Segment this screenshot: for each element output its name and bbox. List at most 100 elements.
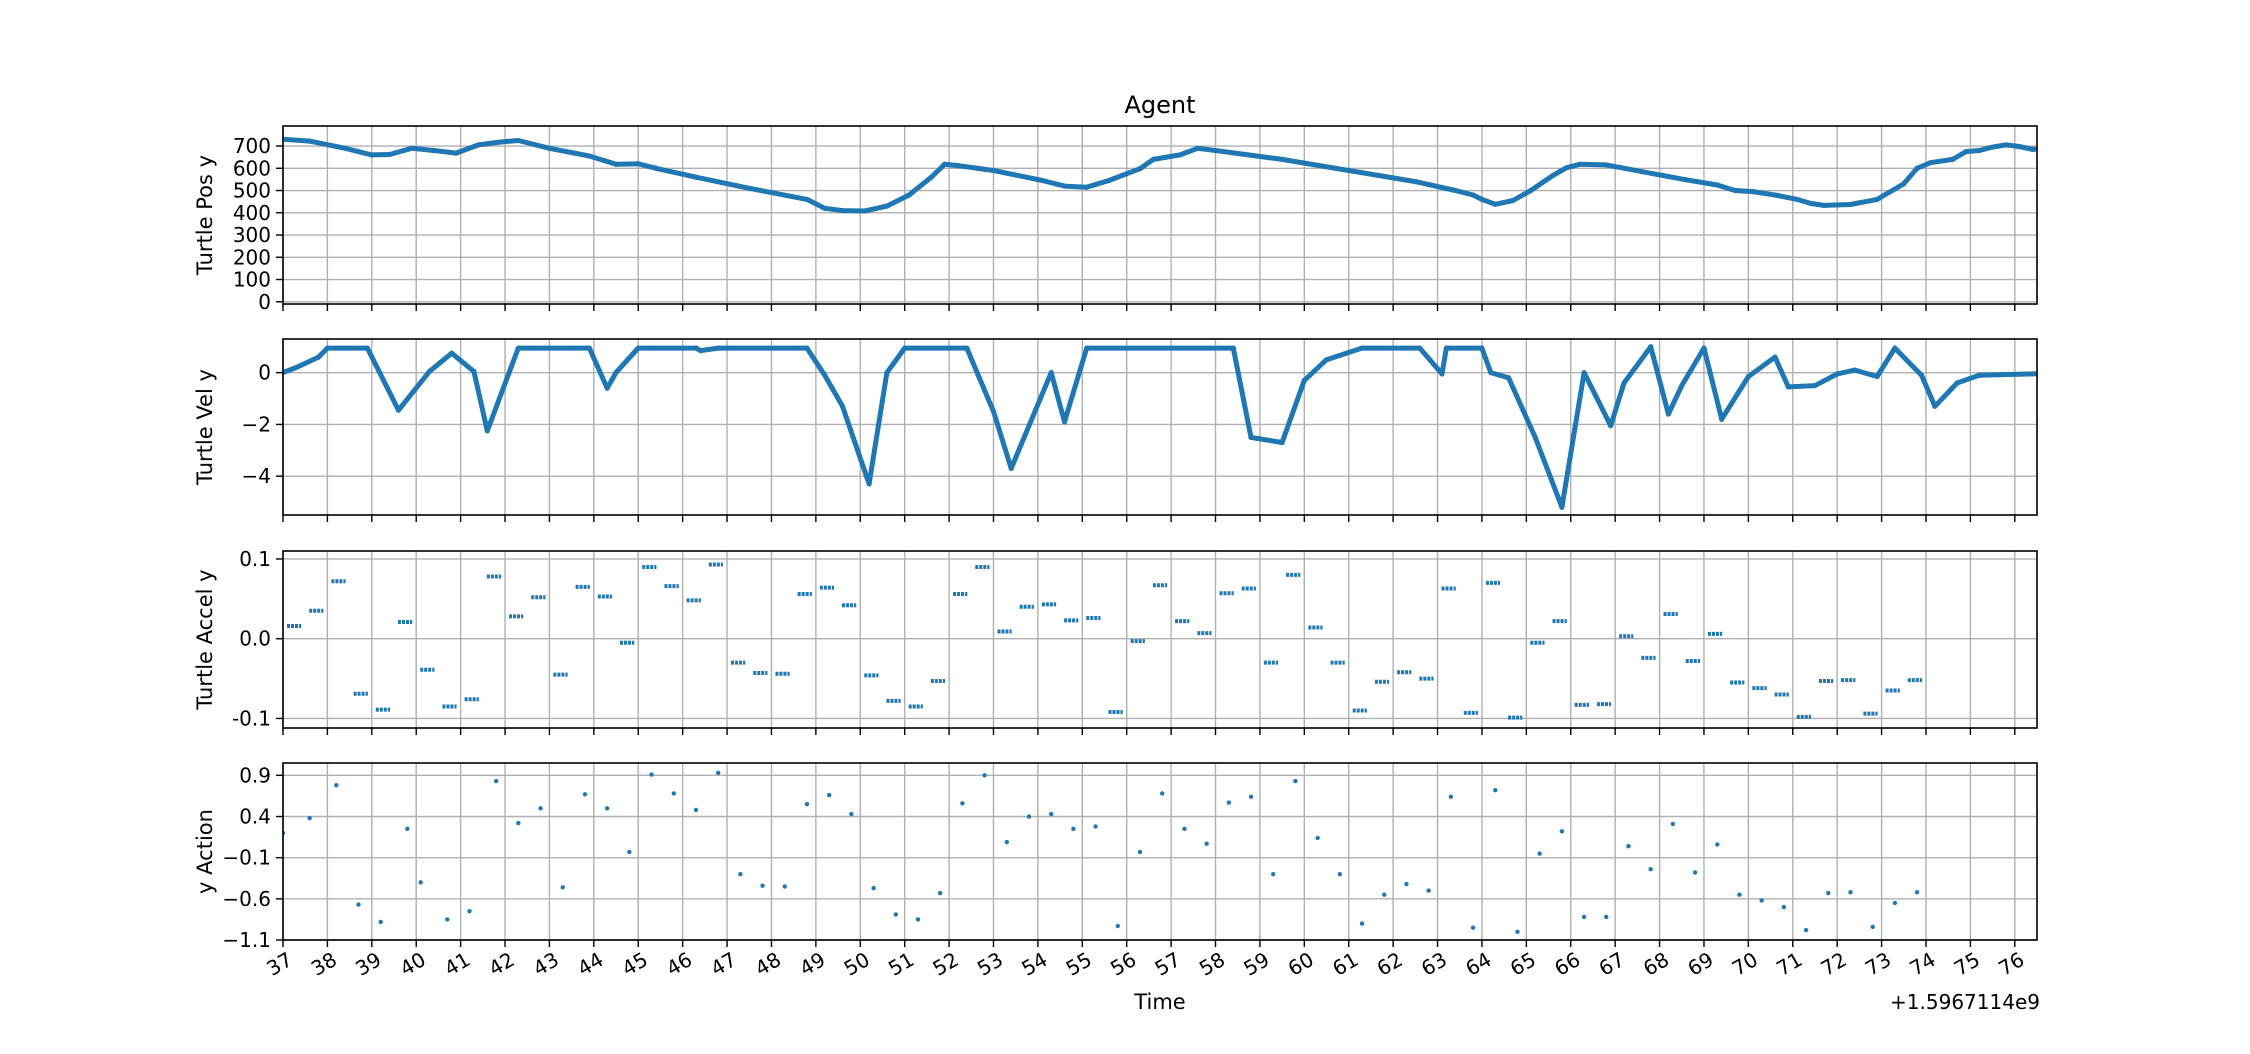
data-point [334,783,339,788]
y-tick-label: 400 [233,201,271,225]
data-point [990,408,997,415]
series-line [283,136,2037,214]
data-point [1515,929,1520,934]
data-point [649,772,654,777]
data-point [1049,811,1054,817]
data-point [1834,371,1840,377]
data-point [364,345,370,351]
data-point [1626,843,1631,849]
data-point [964,345,970,351]
y-tick-label: 0 [258,290,271,314]
data-point [1559,829,1565,834]
axes-frame [282,125,2038,305]
data-point [871,885,876,891]
data-point [1106,177,1112,184]
data-point [839,207,846,214]
x-tick-label: 40 [396,947,430,981]
data-point [1226,800,1232,805]
data-point [1279,439,1285,446]
data-point [1577,161,1583,167]
data-point [942,161,948,167]
data-point [1803,927,1809,933]
data-point [1608,423,1614,429]
data-point [884,203,890,209]
data-point [671,791,676,796]
data-point [1639,169,1645,175]
data-point [928,174,934,180]
data-point [1008,465,1014,472]
x-tick-label: 48 [751,947,785,981]
data-point [431,147,437,154]
data-point [1248,794,1254,799]
data-point [1772,192,1778,198]
x-tick-label: 57 [1151,947,1185,981]
data-point [1604,914,1609,920]
x-tick-label: 54 [1017,947,1051,981]
data-point [1195,145,1201,151]
data-point [1150,156,1156,162]
data-point [915,917,921,922]
data-point [1084,184,1090,190]
data-point [782,884,787,889]
y-axis-label: y Action [193,809,217,894]
y-tick-label: 500 [233,179,271,203]
x-tick-label: 39 [351,947,385,981]
chart-title: Agent [1124,91,1195,119]
data-point [1989,144,1996,150]
data-point [453,150,459,156]
data-point [884,370,890,376]
data-point [1772,354,1778,360]
x-tick-label: 66 [1550,947,1584,981]
data-point [426,368,433,374]
data-point [1537,851,1542,856]
data-point [471,368,477,374]
x-tick-label: 69 [1683,947,1717,981]
data-point [2168,142,2173,147]
data-point [1963,148,1969,155]
data-point [822,372,828,378]
data-point [1528,187,1534,194]
data-point [1719,416,1725,422]
x-tick-label: 61 [1328,947,1362,981]
data-point [1505,375,1512,381]
x-tick-label: 51 [884,947,918,981]
data-point [2119,146,2124,151]
x-tick-label: 76 [1994,947,2028,981]
data-point [697,348,704,354]
y-tick-label: 0.9 [239,763,271,787]
data-point [1807,200,1814,207]
data-point [1874,373,1880,380]
data-point [1448,794,1454,799]
data-point [418,880,423,885]
data-point [1826,890,1831,896]
y-tick-label: 0.4 [239,805,271,829]
data-point [2029,371,2036,377]
x-tick-label: 72 [1817,947,1851,981]
data-point [1794,196,1800,203]
data-point [715,345,721,351]
data-point [1976,372,1982,378]
axes-frame [282,762,2038,941]
x-tick-label: 75 [1950,947,1984,981]
x-tick-label: 70 [1728,947,1762,981]
y-tick-label: 0.0 [239,627,271,651]
data-point [2057,370,2062,375]
y-tick-label: −4 [242,464,271,488]
data-point [1732,187,1738,194]
data-point [1648,867,1653,872]
data-point [2029,146,2036,152]
x-tick-label: 47 [707,947,741,981]
x-tick-label: 50 [840,947,874,981]
x-tick-label: 38 [307,947,341,981]
data-point [586,153,592,159]
data-point [1927,160,1934,166]
x-tick-label: 64 [1461,947,1495,981]
data-point [1670,821,1676,827]
axes-frame [282,338,2038,516]
gridlines [282,763,2037,941]
data-point [1847,201,1854,208]
data-point [1785,384,1791,390]
data-point [1812,382,1818,389]
data-point [693,174,699,180]
